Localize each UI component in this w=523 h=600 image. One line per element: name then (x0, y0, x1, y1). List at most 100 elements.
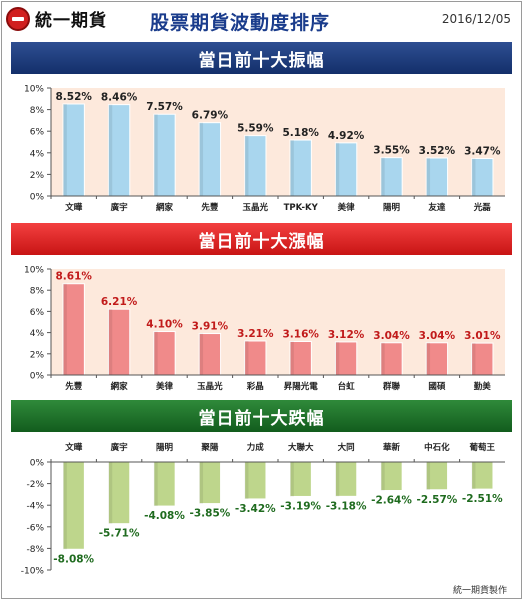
fall-category-label: 中石化 (424, 442, 450, 453)
fall-category-label: 陽明 (156, 442, 174, 453)
fall-chart: -10% -8% -6% -4% -2% 0% -8.08% 文曄 -5.71% 廣宇 -4.08%… (11, 434, 512, 580)
brand-logo: 統一期貨 (6, 6, 107, 31)
rise-y-tick-label: 2% (30, 350, 45, 360)
fall-y-tick-label: -2% (26, 480, 44, 490)
amplitude-y-tick-label: 0% (30, 193, 45, 203)
amplitude-data-label: 7.57% (146, 101, 183, 113)
logo-text: 統一期貨 (35, 11, 107, 31)
amplitude-y-tick-label: 6% (30, 128, 45, 138)
rise-y-tick-label: 0% (30, 372, 45, 382)
rise-y-tick-label: 6% (30, 308, 45, 318)
amplitude-bar-shade (199, 122, 204, 196)
fall-category-label: 文曄 (65, 442, 83, 453)
amplitude-bar-shade (108, 104, 113, 196)
rise-category-label: 先豐 (65, 381, 83, 392)
rise-bar-shade (471, 343, 476, 375)
rise-bar-shade (63, 283, 67, 375)
rise-bar-shade (426, 342, 431, 375)
fall-data-label: -3.85% (190, 508, 231, 520)
rise-y-tick-label: 8% (30, 287, 45, 297)
amplitude-bar-shade (426, 157, 431, 196)
fall-data-label: -2.64% (371, 495, 412, 507)
rise-chart-title: 當日前十大漲幅 (11, 223, 512, 255)
amplitude-data-label: 8.52% (55, 91, 92, 103)
fall-data-label: -8.08% (53, 553, 94, 565)
fall-bar-shade (290, 462, 294, 497)
fall-bar-shade (335, 462, 340, 497)
page-header: 統一期貨 股票期貨波動度排序 2016/12/05 (0, 0, 523, 40)
fall-bar-shade (153, 462, 158, 507)
rise-data-label: 3.16% (282, 329, 319, 341)
fall-chart-title: 當日前十大跌幅 (11, 400, 512, 432)
fall-category-label: 聚陽 (200, 442, 219, 453)
amplitude-category-label: TPK-KY (284, 203, 319, 213)
fall-y-tick-label: -8% (26, 545, 44, 555)
amplitude-data-label: 6.79% (192, 110, 229, 122)
amplitude-category-label: 美律 (338, 202, 356, 213)
rise-chart-svg: 0% 2% 4% 6% 8% 10% 8.61% 先豐 6.21% 網家 4.10% 美律 3.91% 玉… (24, 266, 505, 392)
rise-data-label: 8.61% (55, 271, 92, 283)
rise-y-tick-label: 10% (24, 266, 44, 276)
fall-bar-shade (426, 462, 431, 490)
rise-category-label: 美律 (156, 381, 174, 392)
fall-category-label: 葡萄王 (469, 442, 496, 453)
amplitude-data-label: 5.18% (282, 127, 319, 139)
amplitude-bar-shade (153, 114, 158, 196)
rise-bar-shade (108, 309, 113, 375)
rise-bar-shade (153, 331, 158, 375)
page-title: 股票期貨波動度排序 (150, 12, 331, 34)
fall-data-label: -2.51% (462, 493, 503, 505)
amplitude-bar-shade (380, 157, 385, 196)
rise-category-label: 昇陽光電 (284, 381, 319, 392)
amplitude-data-label: 3.47% (464, 146, 501, 158)
amplitude-category-label: 廣宇 (110, 202, 129, 213)
fall-data-label: -2.57% (417, 494, 458, 506)
amplitude-chart: 0% 2% 4% 6% 8% 10% 8.52% 文曄 8.46% 廣宇 7.57% 網家 6.79% 先… (11, 76, 512, 218)
fall-data-label: -3.19% (280, 500, 321, 512)
rise-data-label: 3.04% (419, 330, 456, 342)
amplitude-data-label: 4.92% (328, 130, 365, 142)
fall-y-tick-label: -6% (26, 523, 44, 533)
amplitude-y-tick-label: 10% (24, 85, 44, 95)
fall-bar-shade (471, 462, 476, 490)
rise-bar-shade (335, 341, 340, 375)
amplitude-chart-svg: 0% 2% 4% 6% 8% 10% 8.52% 文曄 8.46% 廣宇 7.57% 網家 6.79% 先… (24, 85, 505, 213)
amplitude-category-label: 先豐 (201, 202, 219, 213)
fall-y-tick-label: -10% (21, 567, 45, 577)
rise-y-tick-label: 4% (30, 329, 45, 339)
fall-data-label: -3.18% (326, 500, 367, 512)
fall-bar-shade (199, 462, 204, 504)
rise-data-label: 3.91% (192, 321, 229, 333)
fall-category-label: 華新 (383, 442, 401, 453)
footer-credit: 統一期貨製作 (452, 586, 507, 596)
amplitude-bar-shade (63, 103, 67, 196)
fall-category-label: 力成 (247, 442, 265, 453)
fall-chart-svg: -10% -8% -6% -4% -2% 0% -8.08% 文曄 -5.71% 廣宇 -4.08%… (21, 442, 505, 577)
rise-category-label: 台虹 (338, 381, 356, 392)
rise-category-label: 勤美 (474, 381, 492, 392)
rise-data-label: 3.12% (328, 329, 365, 341)
amplitude-category-label: 玉晶光 (243, 202, 269, 213)
amplitude-data-label: 3.52% (419, 145, 456, 157)
fall-data-label: -5.71% (99, 528, 140, 540)
fall-bar-shade (63, 462, 67, 550)
fall-y-tick-label: 0% (30, 459, 45, 469)
amplitude-data-label: 5.59% (237, 123, 274, 135)
amplitude-y-tick-label: 8% (30, 106, 45, 116)
fall-data-label: -4.08% (144, 510, 185, 522)
rise-bar-shade (244, 340, 249, 375)
rise-data-label: 3.01% (464, 330, 501, 342)
amplitude-chart-title: 當日前十大振幅 (11, 42, 512, 74)
amplitude-y-tick-label: 2% (30, 171, 45, 181)
rise-chart: 0% 2% 4% 6% 8% 10% 8.61% 先豐 6.21% 網家 4.10% 美律 3.91% 玉… (11, 257, 512, 397)
fall-category-label: 大同 (338, 442, 355, 453)
amplitude-category-label: 文曄 (65, 202, 83, 213)
rise-bar-shade (290, 341, 294, 375)
fall-category-label: 廣宇 (110, 442, 129, 453)
rise-data-label: 6.21% (101, 296, 138, 308)
amplitude-data-label: 3.55% (373, 145, 410, 157)
rise-bar-shade (380, 342, 385, 375)
fall-category-label: 大聯大 (288, 442, 314, 453)
amplitude-data-label: 8.46% (101, 92, 138, 104)
fall-bar-shade (244, 462, 249, 499)
